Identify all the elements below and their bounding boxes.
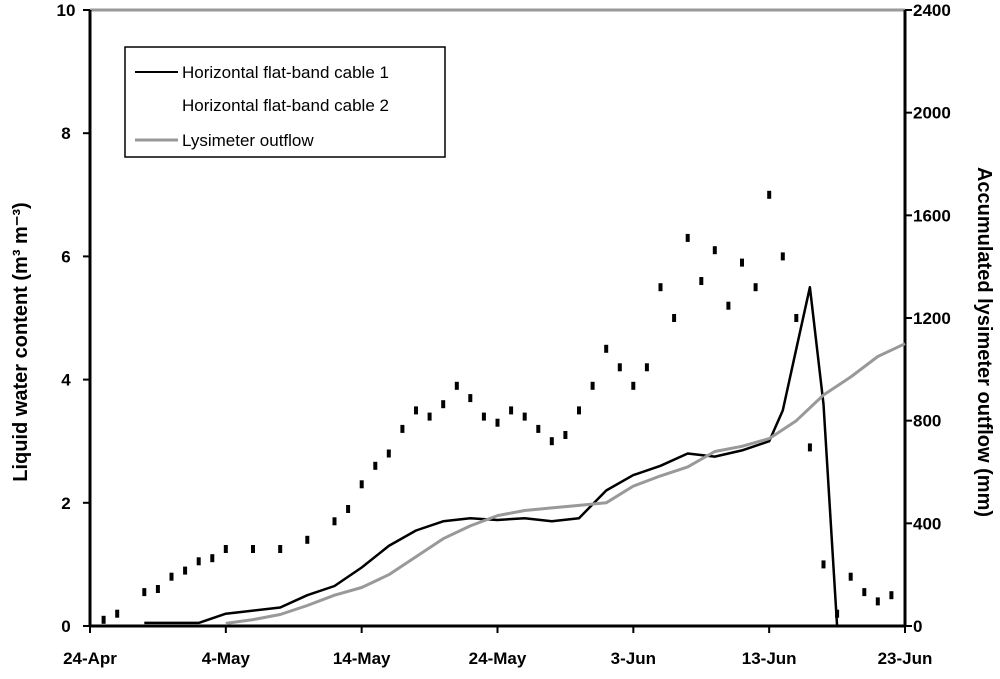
series-0-line [144, 285, 839, 627]
x-tick-label-2: 14-May [333, 649, 391, 668]
series-1-point-2 [142, 588, 147, 597]
series-1-point-47 [807, 443, 812, 452]
y-right-tick-label-4: 1600 [913, 206, 951, 225]
y-right-tick-label-3: 1200 [913, 309, 951, 328]
series-1-point-19 [427, 412, 432, 421]
legend-label-cable-1: Horizontal flat-band cable 1 [182, 63, 389, 82]
series-1-point-48 [821, 560, 826, 569]
legend: Horizontal flat-band cable 1 Horizontal … [124, 46, 446, 158]
series-1-point-38 [685, 233, 690, 242]
y-right-tick-label-2: 800 [913, 412, 941, 431]
y-right-tick-label-6: 2400 [913, 1, 951, 20]
ticks [83, 9, 912, 633]
series-1-point-26 [522, 412, 527, 421]
series-1-point-44 [767, 190, 772, 199]
series-1-point-49 [835, 609, 840, 618]
y-right-tick-label-0: 0 [913, 617, 922, 636]
series-1-point-37 [672, 314, 677, 322]
series-1-point-34 [631, 381, 636, 390]
series-1-point-24 [495, 418, 500, 427]
series-1-point-6 [196, 557, 201, 566]
series-2-line [225, 342, 906, 625]
series-1-point-11 [305, 535, 310, 544]
left-y-axis-title: Liquid water content (m³ m⁻³) [10, 202, 32, 481]
series-1-point-3 [155, 585, 160, 593]
series-1-point-40 [712, 246, 717, 255]
series-1-point-1 [115, 609, 120, 618]
series-1-point-43 [753, 283, 758, 292]
series-1-point-15 [373, 461, 378, 470]
x-tick-label-3: 24-May [469, 649, 527, 668]
right-y-axis-title: Accumulated lysimeter outflow (mm) [973, 167, 995, 517]
series-1-point-45 [780, 252, 785, 261]
series-1-point-41 [726, 301, 731, 310]
y-right-tick-label-1: 400 [913, 514, 941, 533]
series-1-point-30 [577, 406, 581, 415]
y-right-tick-label-5: 2000 [913, 104, 951, 123]
series-1-point-12 [332, 517, 337, 526]
series-1-point-51 [862, 588, 867, 597]
series-1-point-18 [414, 406, 418, 415]
series-1-point-46 [794, 314, 799, 322]
series-1-point-9 [251, 545, 255, 553]
y-left-tick-label-5: 10 [57, 1, 76, 20]
x-tick-label-5: 13-Jun [742, 649, 797, 668]
series-1-point-23 [481, 412, 486, 421]
series-1-point-53 [889, 591, 894, 600]
series-1-point-20 [441, 400, 446, 409]
series-1-point-0 [101, 615, 106, 624]
legend-label-cable-2: Horizontal flat-band cable 2 [182, 96, 389, 115]
legend-label-lysimeter: Lysimeter outflow [182, 131, 314, 150]
series-1-point-28 [549, 437, 554, 446]
series-1-point-17 [400, 424, 405, 433]
series-1-point-42 [740, 258, 744, 267]
series-1-point-31 [590, 381, 595, 390]
y-left-tick-label-2: 4 [61, 371, 71, 390]
series-1-point-35 [644, 363, 649, 372]
x-tick-label-4: 3-Jun [611, 649, 656, 668]
x-tick-label-1: 4-May [202, 649, 251, 668]
series-1-point-4 [169, 572, 174, 581]
series-1-point-36 [658, 283, 663, 292]
series-1-point-14 [359, 480, 364, 489]
tick-labels: 24-Apr 4-May 14-May 24-May 3-Jun 13-Jun 23-Jun… [57, 1, 951, 668]
series-1-point-5 [183, 566, 188, 575]
series-1-point-8 [223, 545, 228, 553]
series-1-point-29 [563, 431, 568, 439]
series-layer [101, 190, 906, 627]
x-tick-label-6: 23-Jun [878, 649, 933, 668]
y-left-tick-label-0: 0 [61, 617, 70, 636]
series-1-point-39 [699, 277, 704, 285]
series-1-point-10 [278, 545, 283, 553]
x-tick-label-0: 24-Apr [63, 649, 117, 668]
series-1-point-27 [536, 424, 541, 433]
series-1-point-22 [468, 394, 473, 403]
series-1-point-7 [210, 554, 215, 563]
legend-box [124, 46, 446, 158]
series-1-point-21 [454, 381, 459, 390]
y-left-tick-label-3: 6 [61, 247, 70, 266]
series-1-point-32 [604, 344, 609, 353]
series-1-point-25 [509, 406, 514, 415]
y-left-tick-label-4: 8 [61, 124, 70, 143]
series-1-point-33 [617, 363, 622, 372]
series-1-point-16 [386, 449, 391, 458]
series-1-point-50 [848, 572, 853, 581]
series-1-point-52 [875, 597, 880, 606]
series-1-point-13 [346, 505, 351, 513]
y-left-tick-label-1: 2 [61, 494, 70, 513]
